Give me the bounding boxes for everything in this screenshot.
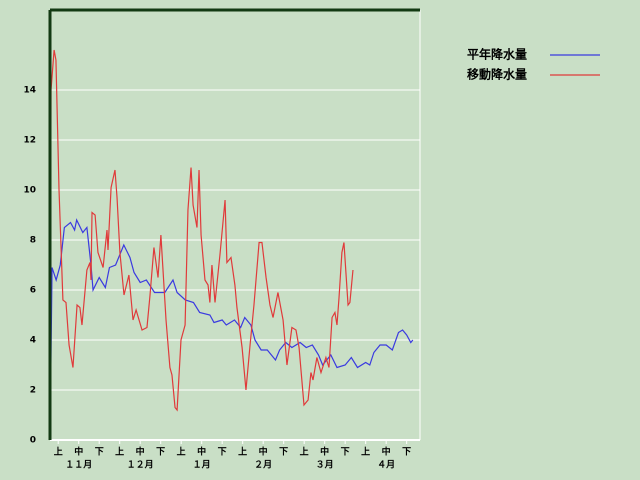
y-tick-label: 10: [23, 186, 36, 196]
x-tick-label: 下: [218, 447, 227, 458]
y-tick-label: 14: [23, 86, 36, 96]
y-tick-label: 12: [23, 136, 36, 146]
month-label: ３月: [316, 460, 334, 471]
x-tick-label: 下: [279, 447, 288, 458]
x-tick-label: 中: [382, 446, 391, 458]
x-tick-label: 上: [177, 446, 186, 458]
y-tick-label: 0: [30, 436, 36, 446]
x-tick-label: 中: [259, 446, 268, 458]
x-tick-label: 上: [300, 446, 309, 458]
x-tick-label: 下: [341, 447, 350, 458]
month-label: ２月: [254, 460, 272, 471]
x-tick-label: 中: [74, 446, 83, 458]
x-tick-label: 上: [238, 446, 247, 458]
series-line: [49, 49, 354, 441]
x-tick-label: 上: [115, 446, 124, 458]
y-tick-label: 8: [30, 236, 36, 246]
month-label: １月: [193, 460, 211, 471]
x-tick-label: 中: [320, 446, 329, 458]
x-tick-label: 上: [54, 446, 63, 458]
x-tick-label: 下: [402, 447, 411, 458]
x-tick-label: 下: [156, 447, 165, 458]
x-tick-label: 中: [197, 446, 206, 458]
y-tick-label: 6: [30, 286, 36, 296]
y-tick-label: 2: [30, 386, 36, 396]
month-label: １２月: [127, 460, 154, 471]
x-tick-label: 下: [95, 447, 104, 458]
x-tick-label: 上: [361, 446, 370, 458]
x-tick-label: 中: [136, 446, 145, 458]
legend-label: 平年降水量: [467, 47, 527, 62]
month-label: １１月: [65, 460, 92, 471]
y-tick-label: 4: [30, 336, 36, 346]
series-line: [49, 218, 414, 441]
month-label: ４月: [377, 460, 395, 471]
legend-label: 移動降水量: [467, 67, 527, 82]
